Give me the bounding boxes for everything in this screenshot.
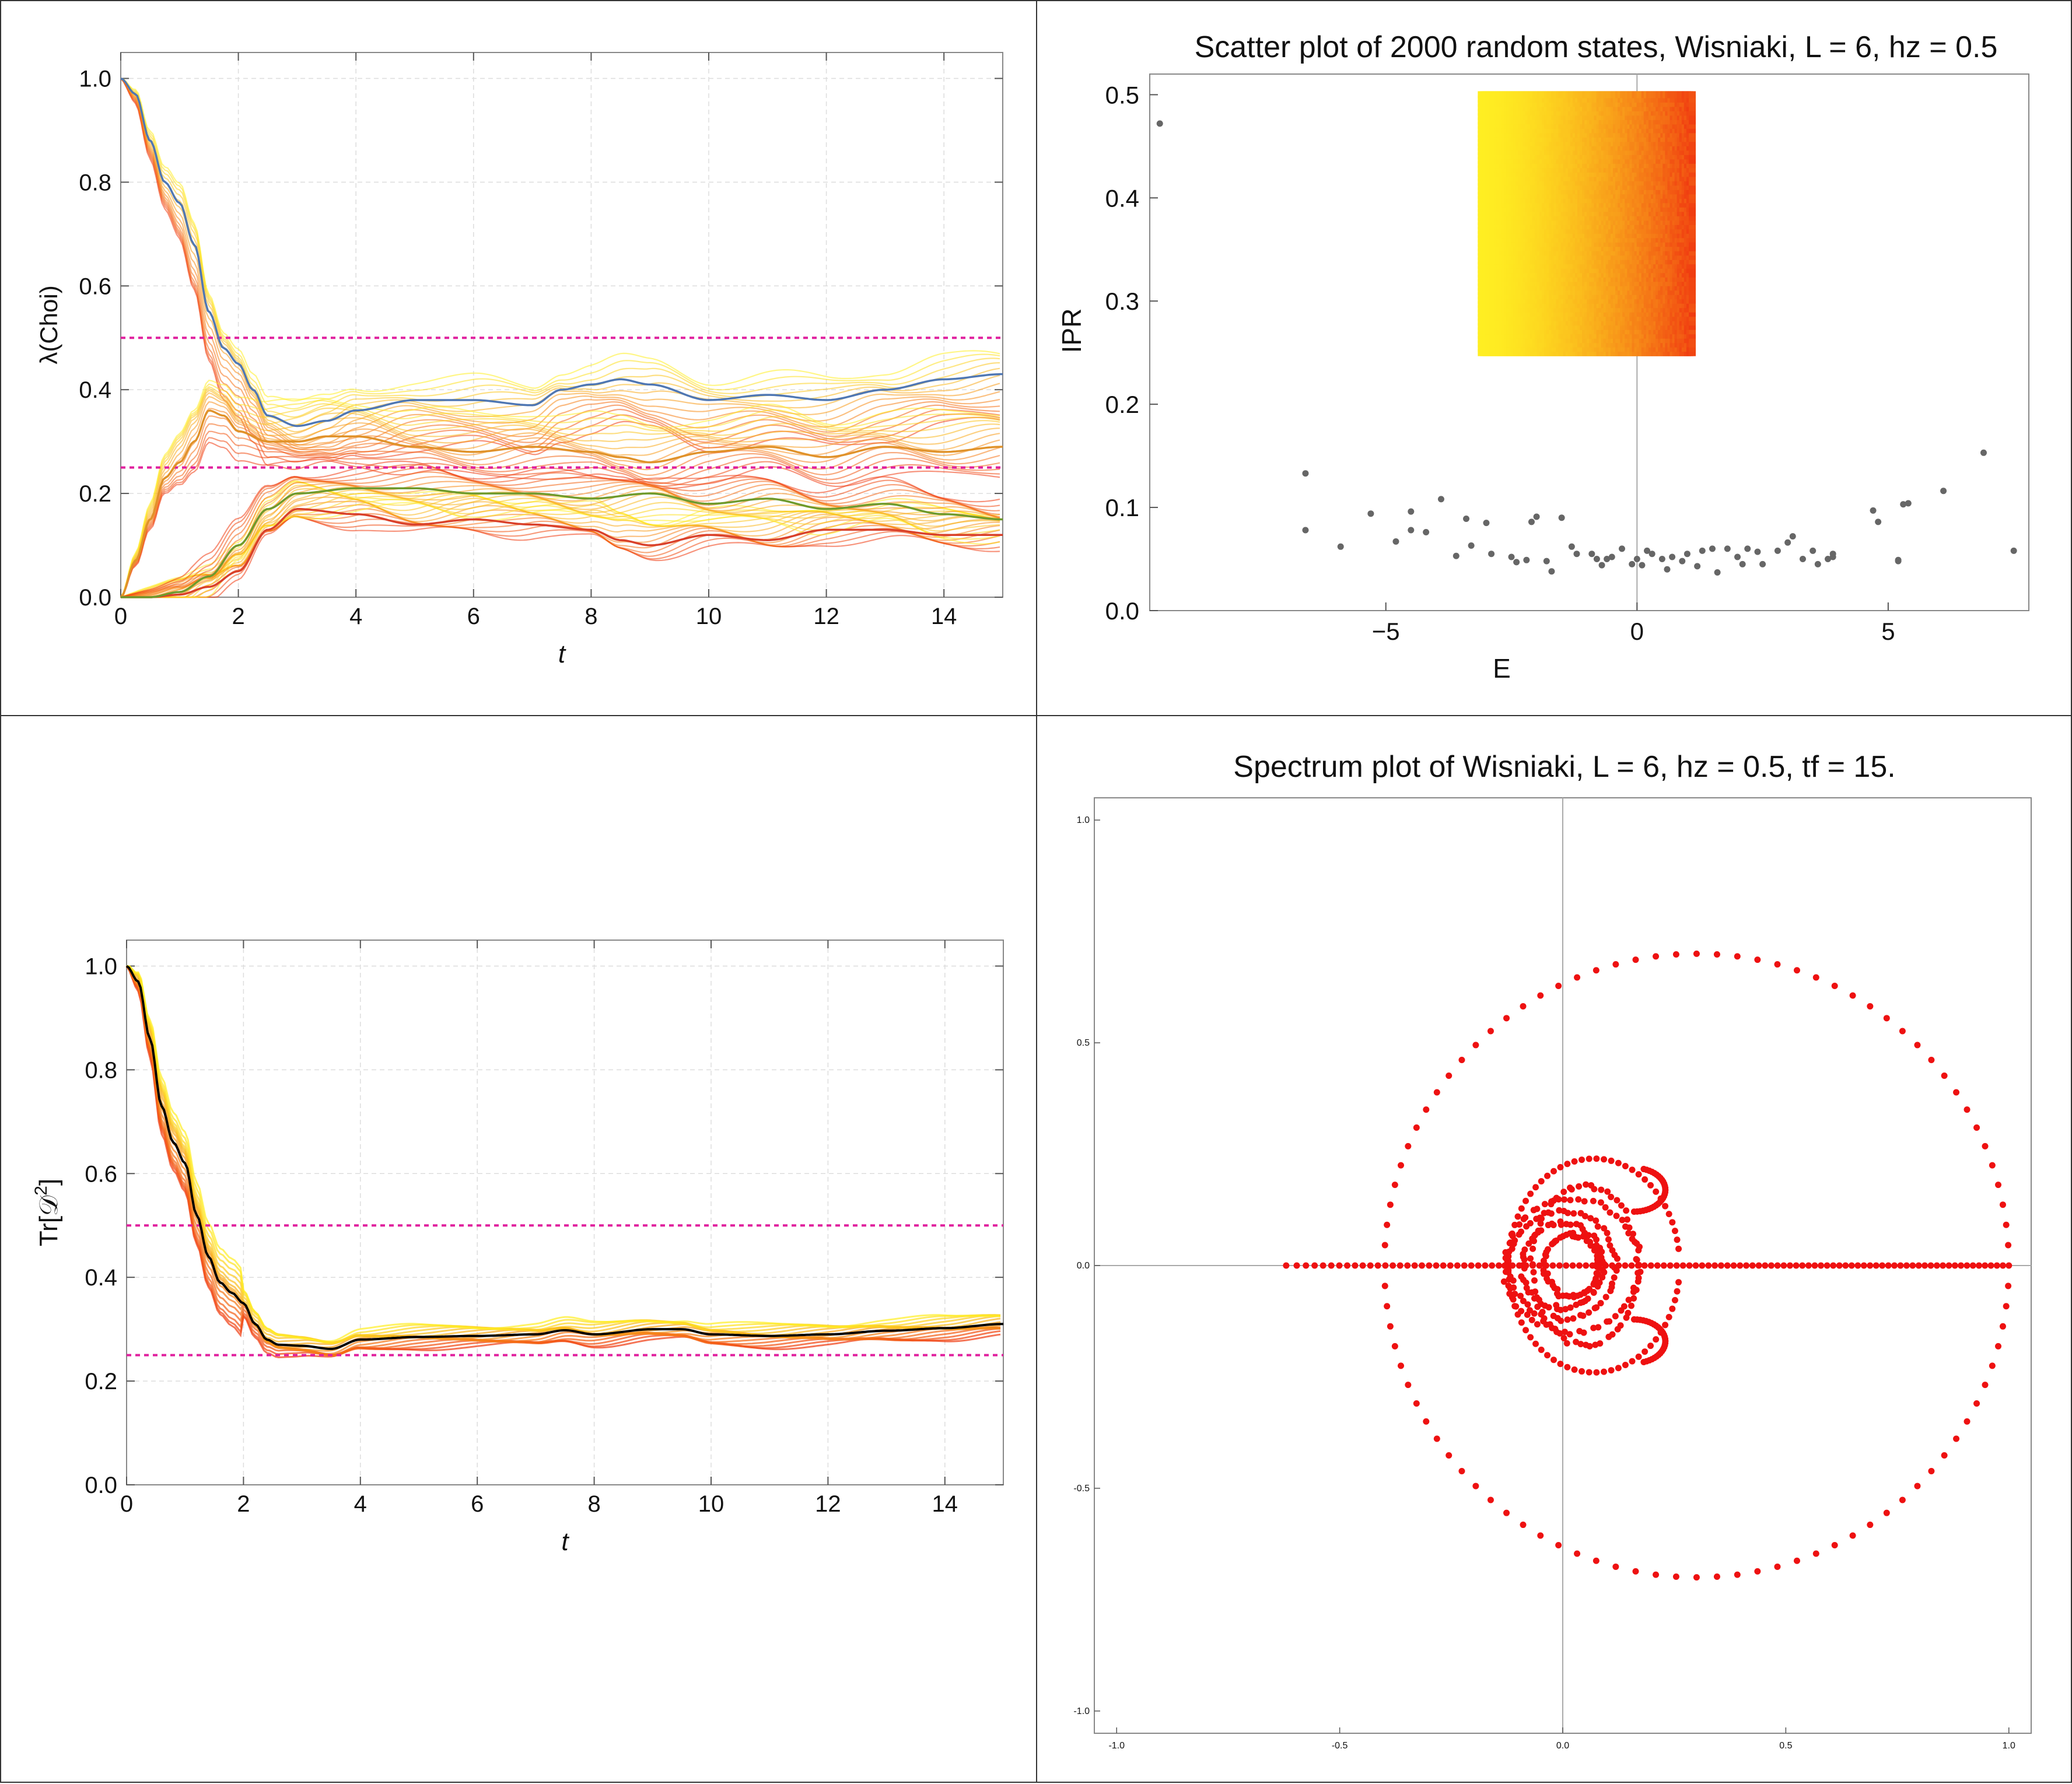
y-axis-label: λ(Choi) <box>35 285 62 364</box>
x-tick-label: 14 <box>931 604 957 629</box>
x-tick-label: 6 <box>467 604 480 629</box>
choi-eigenvalues-chart: 0 2 4 6 8 10 12 14 0.0 0.2 0.4 0.6 0.8 1.0 t λ(Choi) <box>1 1 1038 717</box>
x-tick-label: 4 <box>349 604 362 629</box>
x-axis-label: t <box>558 640 566 668</box>
y-tick-label: 0.0 <box>79 585 111 611</box>
x-tick-label: 10 <box>696 604 722 629</box>
band-curve <box>121 388 1000 597</box>
choi-eigenvalues-panel: 0 2 4 6 8 10 12 14 0.0 0.2 0.4 0.6 0.8 1.0 t λ(Choi) <box>0 0 1037 716</box>
ipr-scatter-chart: Scatter plot of 2000 random states, Wisn… <box>1037 1 2072 717</box>
ipr-scatter-panel: Scatter plot of 2000 random states, Wisn… <box>1036 0 2072 716</box>
chart-title: Scatter plot of 2000 random states, Wisn… <box>1195 30 1998 64</box>
x-tick-label: 8 <box>584 604 597 629</box>
y-tick-label: 1.0 <box>79 66 111 92</box>
band-curve <box>121 79 1000 418</box>
y-tick-label: 0.6 <box>79 274 111 299</box>
band-curve <box>121 437 1000 597</box>
x-tick-label: 2 <box>232 604 244 629</box>
band-curve <box>121 79 1000 409</box>
y-tick-label: 0.4 <box>79 377 111 403</box>
x-tick-label: 12 <box>813 604 839 629</box>
band-curve <box>121 79 1000 432</box>
x-tick-label: 0 <box>114 604 127 629</box>
band-curve <box>121 79 1000 454</box>
y-tick-label: 0.8 <box>79 170 111 195</box>
band-curve <box>121 380 1000 597</box>
y-tick-label: 0.2 <box>79 481 111 507</box>
band-curve <box>121 79 1000 401</box>
